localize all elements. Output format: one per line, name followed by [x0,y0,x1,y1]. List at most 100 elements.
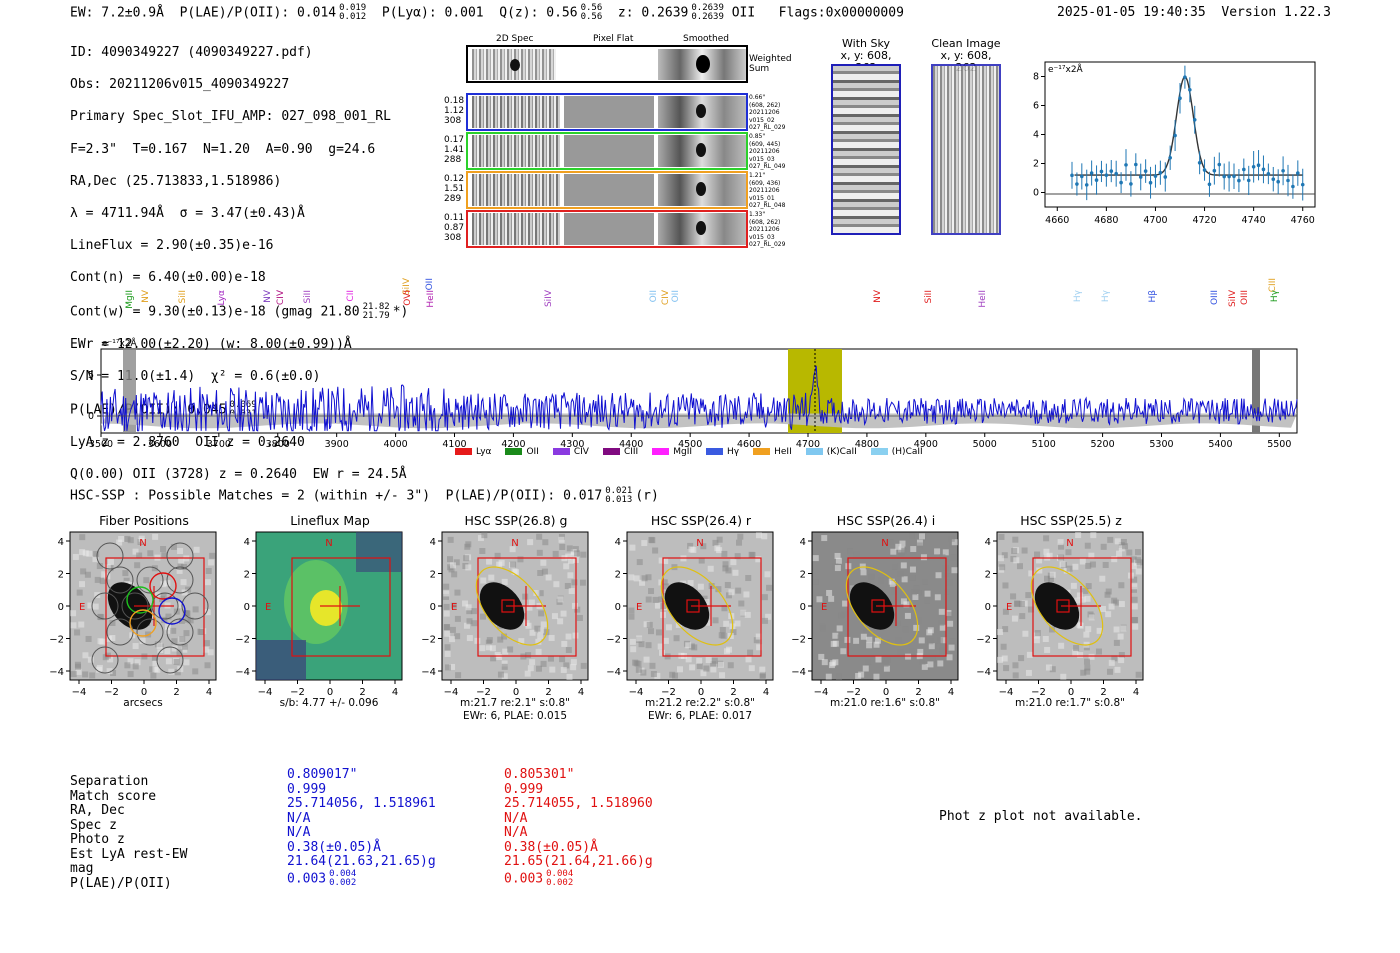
north-label: N [881,538,888,549]
zoom-point [1163,175,1168,179]
line-label: CIV [276,290,286,306]
zoom-point [1276,179,1280,184]
spectrum-unit: e⁻¹⁷x2Å [102,337,138,349]
match-value: N/A [504,810,528,826]
plae-value: P(LAE)/P(OII): 0.014 [179,5,337,21]
zoom-ytick: 6 [1033,101,1039,112]
col-title-pixelflat: Pixel Flat [593,34,634,44]
line-label: CII [346,290,356,302]
zoom-point [1168,155,1172,160]
info-contn: Cont(n) = 6.40(±0.00)e-18 [70,270,266,286]
match-value: 0.805301" [504,767,575,782]
hsc-ytick: 0 [800,602,806,613]
match-blue: 0.809017" 0.999 25.714056, 1.518961 N/A N/A 0… [287,767,436,888]
spectrum-ytick: 5 [88,370,94,381]
hsc-caption-2: EWr: 6, PLAE: 0.017 [648,710,752,722]
hsc-ytick: −4 [422,667,436,678]
qz-value: Q(z): 0.56 [499,5,578,21]
hsc-panel: Fiber Positions N E −4 −2 0 2 4 4 2 0 −2 −4 arcsecs [50,510,250,725]
north-label: N [696,538,703,549]
zoom-point [1148,180,1153,185]
zoom-point [1124,163,1128,167]
zoom-xtick: 4760 [1291,215,1315,226]
zoom-plot: 4660 4680 4700 4720 4740 4760 0 2 4 6 8 e⁻¹⁷x2Å [1033,61,1316,226]
zoom-point [1266,172,1271,176]
match-value: 0.999 [287,781,327,797]
info-ewr: EWr = 12.00(±2.20) (w: 8.00(±0.99))Å [70,336,352,352]
col-title-2dspec: 2D Spec [496,34,534,44]
line-label: SiII [924,290,934,304]
match-value: 25.714056, 1.518961 [287,796,436,811]
spectrum-xtick: 5000 [973,439,997,450]
hsc-xtick: 0 [141,687,147,698]
photz-note: Phot z plot not available. [939,809,1143,824]
zoom-xtick: 4720 [1192,215,1216,226]
match-value: N/A [287,825,311,840]
hsc-ytick: −2 [607,635,621,646]
legend-item: (H)CaII [870,447,923,457]
line-label: SiIV [1228,290,1238,308]
zoom-point [1286,178,1290,183]
hsc-xtick: 0 [327,687,333,698]
cutout-row [466,132,748,170]
cutout-row-meta: 0.66" (608, 262) 20211206 v015_02 027_RL_029 [749,94,786,131]
zoom-point [1212,168,1217,173]
zoom-point [1256,163,1261,167]
match-label: Photo z [70,832,125,847]
hsc-xtick: 2 [1100,687,1106,698]
line-label: MgII [125,290,135,309]
hsc-ytick: 0 [985,602,991,613]
info-lineflux: LineFlux = 2.90(±0.35)e-16 [70,238,274,254]
hsc-ytick: 0 [244,602,250,613]
hsc-xtick: −2 [290,687,305,698]
hsc-xtick: 4 [206,687,212,698]
line-label: Hγ [1101,290,1111,303]
spectrum-xtick: 4100 [442,439,466,450]
hsc-xtick: 4 [763,687,769,698]
hsc-caption: arcsecs [123,697,162,709]
hsc-ytick: −4 [792,667,806,678]
spectrum-xtick: 4900 [914,439,938,450]
line-label: SiII [303,290,313,304]
hsc-xtick: 4 [948,687,954,698]
hsc-xtick: −4 [629,687,644,698]
spectrum-xtick: 3800 [266,439,290,450]
zoom-point [1143,169,1148,173]
spectrum-xtick: 4500 [678,439,702,450]
hsc-caption-2: EWr: 6, PLAE: 0.015 [463,710,567,722]
hsc-xtick: 4 [392,687,398,698]
spectrum-xtick: 5300 [1149,439,1173,450]
spectrum-xtick: 4700 [796,439,820,450]
legend-item: CIV [552,447,589,457]
zoom-point [1183,75,1187,79]
hsc-panel: HSC SSP(26.4) i N E −4 −2 0 2 4 4 2 0 −2 −4 m:21.0 re… [792,510,992,725]
zoom-point [1119,180,1123,185]
line-label: Lyα [217,290,227,306]
hsc-ytick: 2 [800,570,806,581]
cutout-row-meta: 1.33" (608, 262) 20211206 v015_03 027_RL_029 [749,211,786,248]
hsc-xtick: −2 [1031,687,1046,698]
hsc-xtick: −4 [444,687,459,698]
match-label: Separation [70,774,149,789]
east-label: E [451,602,457,613]
cutout-row [466,93,748,131]
spectrum-xtick: 4300 [560,439,584,450]
clean-image [931,64,1001,235]
zoom-point [1202,168,1207,172]
hsc-ytick: 4 [58,537,64,548]
zoom-point [1237,178,1241,183]
hsc-ytick: −4 [607,667,621,678]
info-lambda: λ = 4711.94Å σ = 3.47(±0.43)Å [70,206,305,222]
spectrum-legend: Lyα OII CIV CIII MgII Hγ HeII (K)CaII (H)CaII [455,447,937,457]
hsc-ytick: −2 [977,635,991,646]
hsc-title: HSC-SSP : Possible Matches = 2 (within +… [70,486,659,505]
north-label: N [1066,538,1073,549]
zoom-point [1281,168,1285,173]
legend-item: CIII [602,447,638,457]
match-value: 21.65(21.64,21.66)g [504,854,653,869]
spectrum-xtick: 4400 [619,439,643,450]
hsc-ytick: 4 [800,537,806,548]
info-block: ID: 4090349227 (4090349227.pdf) Obs: 202… [70,29,408,500]
zoom-data-points [1070,65,1305,201]
zoom-point [1173,133,1177,138]
